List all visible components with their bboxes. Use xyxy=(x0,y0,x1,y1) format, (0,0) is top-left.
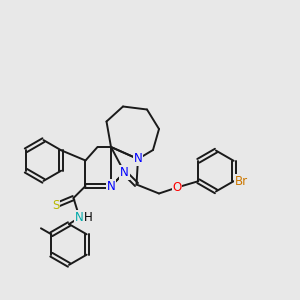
Text: Br: Br xyxy=(235,175,248,188)
Text: O: O xyxy=(172,181,182,194)
Text: N: N xyxy=(120,166,129,179)
Text: H: H xyxy=(84,211,93,224)
Text: N: N xyxy=(134,152,142,166)
Text: S: S xyxy=(52,199,59,212)
Text: N: N xyxy=(75,211,84,224)
Text: N: N xyxy=(106,179,116,193)
